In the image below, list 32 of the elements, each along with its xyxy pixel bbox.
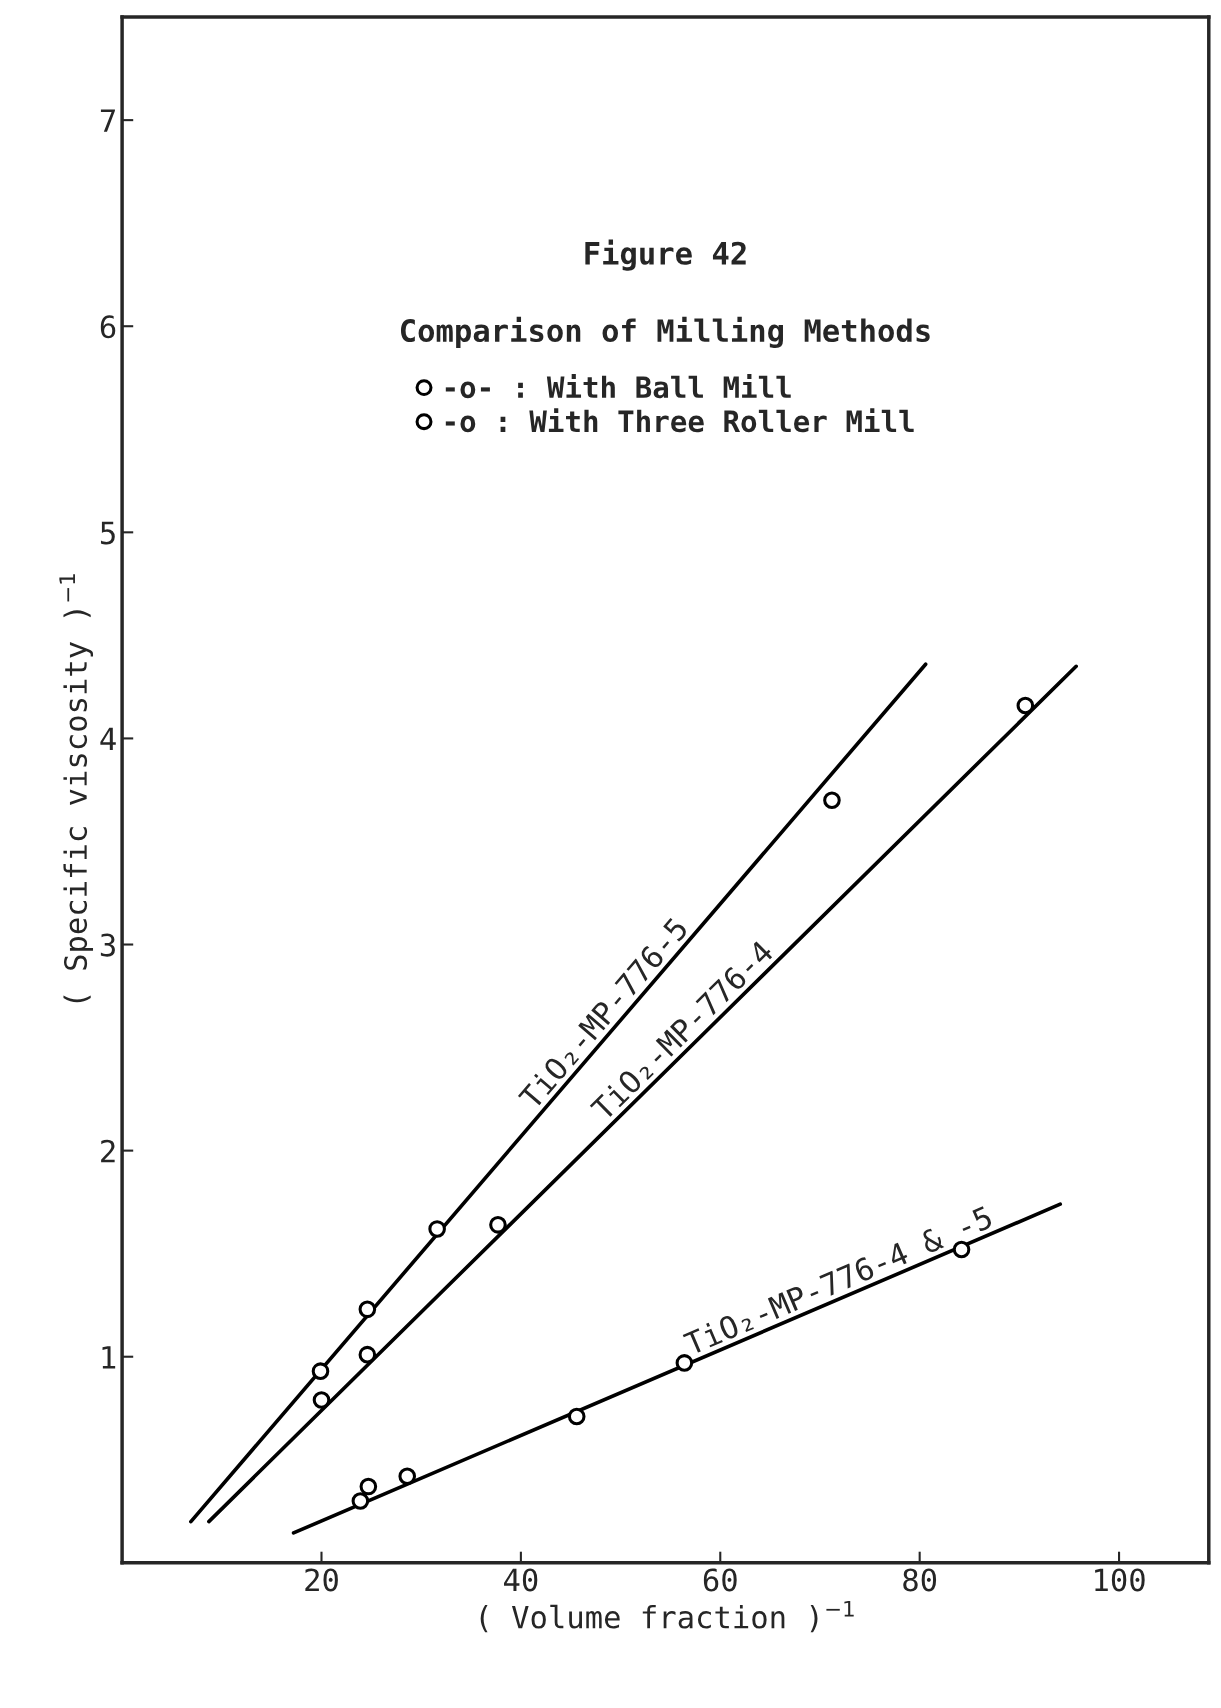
x-axis-title: ( Volume fraction )$^{−1}$ [480, 1600, 854, 1633]
x-tick-label: 20 [305, 1568, 338, 1592]
point [312, 1391, 331, 1409]
point [359, 1477, 378, 1496]
y-tick-label: 4 [100, 727, 116, 751]
text: Figure 42 [585, 239, 746, 271]
point [351, 1492, 370, 1510]
y-tick-label: 3 [100, 933, 115, 957]
y-axis-title: ( Specific viscosity )$^{−1}$ [59, 574, 94, 1003]
x-tick-label: 60 [703, 1568, 737, 1592]
point [358, 1345, 377, 1364]
point [823, 791, 841, 810]
y-tick-label: 5 [100, 521, 115, 545]
point [358, 1300, 377, 1319]
y-tick-label: 6 [100, 315, 116, 339]
point [675, 1354, 694, 1372]
x-tick-label: 100 [1095, 1568, 1145, 1592]
y-tick-label: 2 [101, 1139, 115, 1163]
point [489, 1216, 507, 1234]
x-tick-label: 80 [903, 1568, 937, 1592]
point [311, 1362, 330, 1380]
point [428, 1220, 446, 1238]
legend-label: -o : With Three Roller Mill [445, 408, 914, 433]
point [1016, 696, 1035, 715]
y-tick-label: 7 [100, 109, 115, 132]
text: Comparison of Milling Methods [400, 316, 930, 349]
y-tick-label: 1 [102, 1346, 116, 1369]
legend-label: -o- : With Ball Mill [445, 374, 791, 399]
point [952, 1240, 971, 1259]
point [567, 1407, 586, 1426]
point [398, 1467, 417, 1486]
x-tick-label: 40 [504, 1568, 538, 1592]
